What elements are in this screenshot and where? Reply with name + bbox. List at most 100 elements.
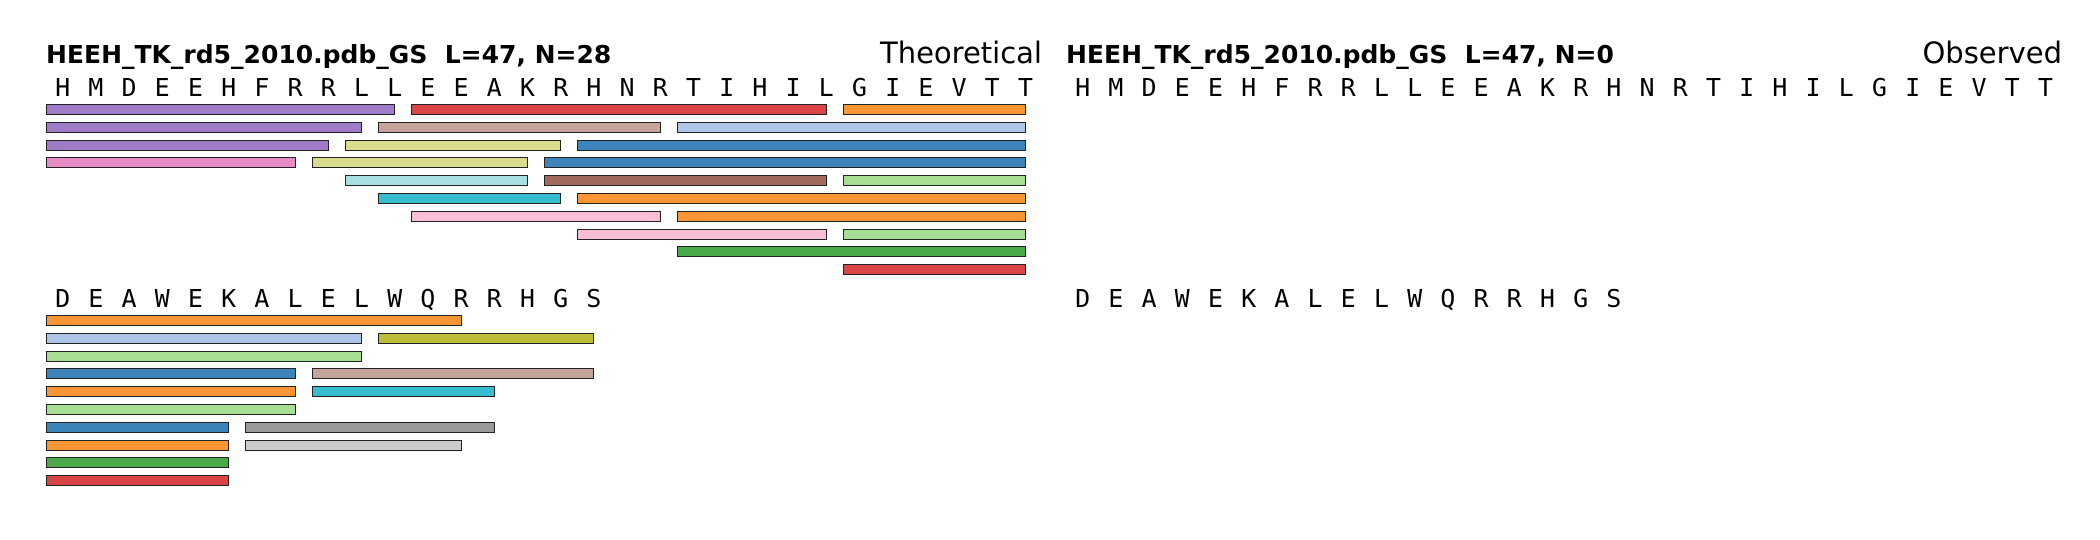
residue-letter: L [287, 284, 303, 313]
residue-letter: W [154, 284, 170, 313]
residue-letter: W [1407, 284, 1423, 313]
residue-letter: R [1506, 284, 1522, 313]
residue-letter: N [619, 73, 635, 102]
peptide-bar [245, 439, 462, 451]
residue-letter: I [1905, 73, 1921, 102]
residue-letter: G [553, 284, 569, 313]
residue-letter: I [719, 73, 735, 102]
residue-letter: E [453, 73, 469, 102]
peptide-bar [577, 139, 1026, 151]
residue-letter: W [1174, 284, 1190, 313]
residue-letter: A [121, 284, 137, 313]
peptide-bar [344, 139, 562, 151]
residue-letter: E [1340, 284, 1356, 313]
residue-letter: I [885, 73, 901, 102]
residue-letter: E [1473, 73, 1489, 102]
residue-letter: H [752, 73, 768, 102]
peptide-bar [378, 332, 595, 344]
residue-letter: H [1241, 73, 1257, 102]
residue-letter: E [88, 284, 104, 313]
peptide-bar [311, 157, 528, 169]
residue-letter: V [1971, 73, 1987, 102]
peptide-bar [577, 193, 1026, 204]
peptide-bar [46, 475, 230, 487]
peptide-bar [378, 193, 562, 204]
residue-letter: E [154, 73, 170, 102]
residue-letter: D [121, 73, 137, 102]
residue-letter: L [1373, 73, 1389, 102]
residue-letter: E [1440, 73, 1456, 102]
residue-letter: W [387, 284, 403, 313]
residue-letter: S [586, 284, 602, 313]
residue-letter: Q [1440, 284, 1456, 313]
peptide-bar [411, 104, 827, 115]
peptide-bar [842, 175, 1026, 187]
residue-letter: G [1573, 284, 1589, 313]
residue-letter: R [1307, 73, 1323, 102]
peptide-bar [577, 228, 827, 240]
residue-letter: R [1573, 73, 1589, 102]
residue-letter: E [1207, 284, 1223, 313]
residue-letter: L [353, 73, 369, 102]
residue-letter: R [1672, 73, 1688, 102]
residue-letter: F [1274, 73, 1290, 102]
theoretical-panel: HEEH_TK_rd5_2010.pdb_GS L=47, N=28 Theor… [46, 36, 1042, 500]
residue-letter: R [486, 284, 502, 313]
residue-letter: D [1075, 284, 1091, 313]
peptide-bar [46, 315, 462, 326]
residue-letter: R [1473, 284, 1489, 313]
residue-letter: R [287, 73, 303, 102]
residue-letter: L [1373, 284, 1389, 313]
residue-letter: L [1307, 284, 1323, 313]
residue-letter: E [420, 73, 436, 102]
residue-letter: T [1705, 73, 1721, 102]
residue-letter: L [1407, 73, 1423, 102]
residue-letter: T [2037, 73, 2053, 102]
residue-letter: T [2004, 73, 2020, 102]
peptide-bar [842, 228, 1026, 240]
peptide-bar [46, 121, 362, 133]
peptide-bar [46, 421, 230, 433]
residue-letter: I [785, 73, 801, 102]
residue-letter: R [320, 73, 336, 102]
residue-letter: L [818, 73, 834, 102]
residue-letter: N [1639, 73, 1655, 102]
residue-letter: T [1017, 73, 1033, 102]
observed-panel: HEEH_TK_rd5_2010.pdb_GS L=47, N=0 Observ… [1066, 36, 2062, 500]
peptide-bar [245, 421, 495, 433]
peptide-bar [46, 157, 296, 169]
peptide-bar [46, 104, 396, 115]
residue-letter: K [1539, 73, 1555, 102]
peptide-bar [411, 210, 661, 222]
residue-letter: R [1340, 73, 1356, 102]
residue-letter: I [1805, 73, 1821, 102]
residue-letter: H [221, 73, 237, 102]
panel-label: Observed [1922, 36, 2062, 70]
residue-letter: E [1108, 284, 1124, 313]
residue-letter: A [1274, 284, 1290, 313]
peptide-bar [344, 175, 528, 187]
peptide-bar [544, 157, 1026, 169]
residue-letter: H [519, 284, 535, 313]
residue-letter: I [1739, 73, 1755, 102]
residue-letter: M [1108, 73, 1124, 102]
residue-letter: A [254, 284, 270, 313]
peptide-bar [676, 210, 1026, 222]
residue-letter: E [1174, 73, 1190, 102]
residue-letter: L [1838, 73, 1854, 102]
residue-letter: F [254, 73, 270, 102]
residue-letter: H [1539, 284, 1555, 313]
panel-label: Theoretical [879, 36, 1042, 70]
residue-letter: E [918, 73, 934, 102]
peptide-bar [676, 121, 1026, 133]
residue-letter: L [353, 284, 369, 313]
residue-letter: E [320, 284, 336, 313]
panel-title: HEEH_TK_rd5_2010.pdb_GS L=47, N=0 [1066, 40, 1614, 69]
residue-letter: T [984, 73, 1000, 102]
residue-letter: D [55, 284, 71, 313]
residue-letter: E [1938, 73, 1954, 102]
residue-letter: E [1207, 73, 1223, 102]
residue-letter: G [851, 73, 867, 102]
residue-letter: A [1141, 284, 1157, 313]
peptide-bar [311, 386, 495, 398]
